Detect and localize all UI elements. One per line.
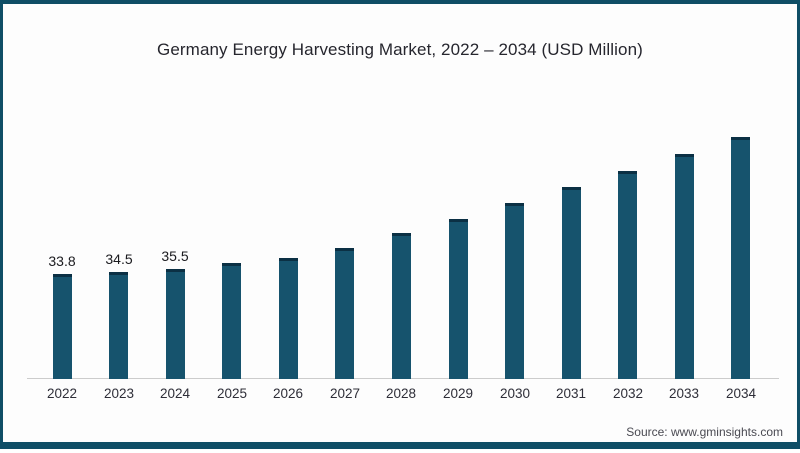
bar-value-label-2023: 34.5 (105, 251, 133, 267)
x-tick-label-2027: 2027 (329, 386, 361, 401)
bar-2025 (222, 263, 241, 379)
source-attribution: Source: www.gminsights.com (626, 425, 783, 439)
bar-value-label-2022: 33.8 (48, 253, 76, 269)
x-tick-label-2031: 2031 (555, 386, 587, 401)
x-tick-label-2023: 2023 (103, 386, 135, 401)
x-tick-label-2029: 2029 (442, 386, 474, 401)
bar-2030 (505, 203, 524, 379)
bar-2023 (109, 272, 128, 379)
x-tick-label-2022: 2022 (46, 386, 78, 401)
bar-2032 (618, 171, 637, 379)
bar-2033 (675, 154, 694, 379)
x-tick-label-2032: 2032 (612, 386, 644, 401)
x-tick-label-2033: 2033 (668, 386, 700, 401)
x-tick-label-2034: 2034 (725, 386, 757, 401)
bar-value-label-2024: 35.5 (161, 248, 189, 264)
chart-title: Germany Energy Harvesting Market, 2022 –… (157, 40, 643, 59)
x-tick-label-2024: 2024 (159, 386, 191, 401)
x-tick-label-2028: 2028 (385, 386, 417, 401)
bar-2029 (449, 219, 468, 379)
bar-2034 (731, 137, 750, 379)
plot-area: 2022 33.8 2023 34.5 2024 35.5 2025 2026 2027 2028… (3, 4, 800, 453)
bar-2031 (562, 187, 581, 379)
x-tick-label-2025: 2025 (216, 386, 248, 401)
bar-2024 (166, 269, 185, 379)
bar-2022 (53, 274, 72, 379)
x-tick-label-2030: 2030 (499, 386, 531, 401)
bar-2027 (335, 248, 354, 379)
bar-2026 (279, 258, 298, 379)
x-tick-label-2026: 2026 (272, 386, 304, 401)
bar-2028 (392, 233, 411, 379)
